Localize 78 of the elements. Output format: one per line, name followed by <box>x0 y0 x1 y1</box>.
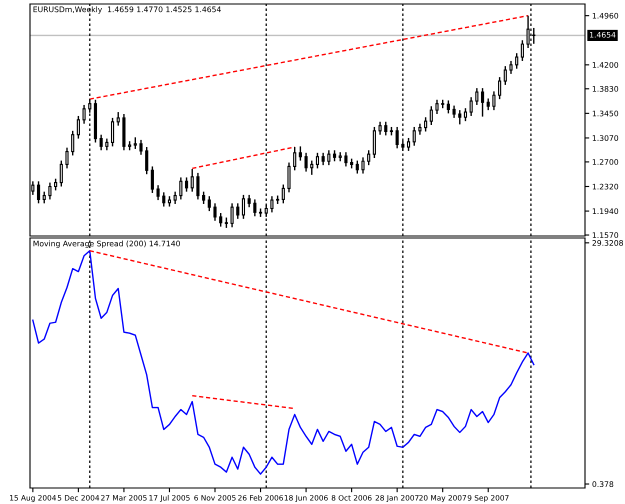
line-series <box>32 250 534 475</box>
candlestick <box>36 180 40 204</box>
candlestick <box>71 130 74 156</box>
candlestick <box>475 87 478 106</box>
candlestick <box>42 190 46 204</box>
candlestick <box>372 126 376 159</box>
candlestick <box>145 146 148 175</box>
candlestick <box>190 168 194 192</box>
candlestick <box>48 182 52 200</box>
candlestick <box>202 190 206 205</box>
candlestick <box>470 96 473 117</box>
candlestick <box>498 76 502 100</box>
candlestick <box>287 162 291 194</box>
candlestick <box>304 152 308 172</box>
candlestick <box>446 100 450 114</box>
candlestick <box>54 178 58 192</box>
candlestick <box>76 115 80 140</box>
candlestick <box>270 196 274 214</box>
candlestick <box>184 176 188 192</box>
candlestick <box>150 166 154 194</box>
candlestick <box>219 212 222 228</box>
candlestick <box>504 65 507 86</box>
candlestick <box>458 109 462 126</box>
candlestick <box>298 146 302 162</box>
candlestick <box>316 152 320 170</box>
candlestick <box>156 184 160 201</box>
candlestick <box>208 196 211 212</box>
candlestick <box>224 216 228 229</box>
candlestick <box>213 202 217 222</box>
candlestick <box>361 156 365 174</box>
candlestick <box>430 106 433 126</box>
candlestick <box>396 126 399 150</box>
candlestick <box>424 116 428 132</box>
candlestick <box>412 126 416 146</box>
candlestick <box>350 158 354 170</box>
candlestick <box>82 104 86 124</box>
candlestick <box>332 150 336 162</box>
candlestick <box>520 40 524 62</box>
candlestick <box>486 98 490 111</box>
candlestick <box>116 111 120 126</box>
candlestick <box>452 104 456 119</box>
candlestick <box>464 107 468 122</box>
candlestick <box>384 121 388 136</box>
candlestick <box>406 137 410 152</box>
candlestick <box>65 146 69 170</box>
candlestick <box>236 202 240 220</box>
candlestick <box>230 202 234 228</box>
candlestick <box>196 172 200 200</box>
candlestick <box>293 146 296 172</box>
candlestick <box>60 160 63 188</box>
candlestick <box>248 194 251 208</box>
candlestick <box>480 87 484 118</box>
candlestick <box>139 139 143 156</box>
candlestick <box>179 176 182 200</box>
candlestick <box>509 60 513 75</box>
candlestick <box>253 198 256 217</box>
candlestick <box>168 196 172 208</box>
candlestick <box>134 136 137 150</box>
candlestick <box>344 152 348 168</box>
candlestick <box>110 117 114 148</box>
candlestick <box>105 138 108 151</box>
candlestick <box>418 123 422 136</box>
candlestick <box>338 152 342 162</box>
candlestick <box>310 160 314 176</box>
candlestick <box>282 184 285 204</box>
candlestick <box>378 121 382 136</box>
candlestick <box>242 194 246 220</box>
candlestick <box>322 152 325 166</box>
candlestick <box>435 99 439 115</box>
candlestick <box>100 134 103 151</box>
candlestick <box>162 192 166 208</box>
candlestick <box>492 90 496 111</box>
candlestick <box>367 150 370 166</box>
candlestick <box>515 52 518 70</box>
candlestick <box>327 150 330 166</box>
candlestick <box>174 190 177 205</box>
candlestick <box>128 140 132 151</box>
candlestick <box>356 160 359 174</box>
